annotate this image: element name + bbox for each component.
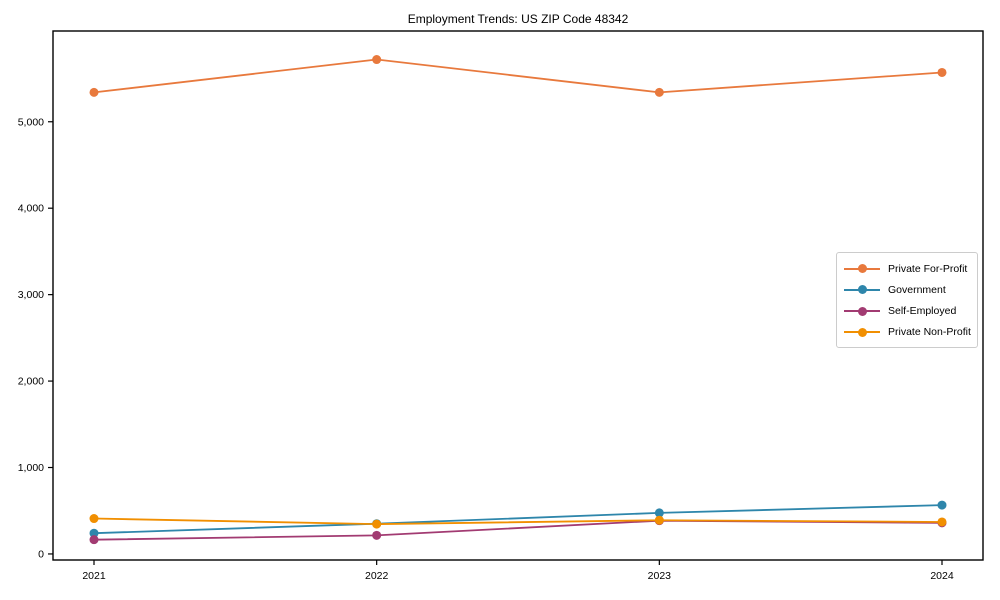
series-line-government [93, 504, 943, 535]
data-point-private-for-profit [654, 87, 664, 97]
y-axis-tick-label: 1,000 [18, 462, 44, 474]
legend-label: Private Non-Profit [888, 326, 971, 339]
data-point-private-non-profit [372, 519, 382, 529]
legend-item: Government [844, 279, 969, 300]
data-point-private-for-profit [89, 87, 99, 97]
y-axis-tick-label: 0 [38, 548, 44, 560]
legend-line-marker-icon [844, 264, 880, 274]
legend-item: Private For-Profit [844, 258, 969, 279]
data-point-private-non-profit [937, 517, 947, 527]
legend-line-marker-icon [844, 285, 880, 295]
legend-line-marker-icon [844, 327, 880, 337]
chart-legend: Private For-Profit Government Self-Employe… [836, 252, 978, 348]
data-point-government [654, 508, 664, 518]
data-point-private-for-profit [372, 55, 382, 65]
data-point-government [937, 500, 947, 510]
legend-label: Government [888, 283, 946, 296]
data-point-private-for-profit [937, 67, 947, 77]
x-axis-tick-label: 2023 [648, 570, 672, 582]
y-axis-tick-label: 4,000 [18, 203, 44, 215]
series-line-self-employed [93, 519, 943, 541]
data-point-private-non-profit [89, 514, 99, 524]
y-axis-tick-label: 5,000 [18, 116, 44, 128]
data-point-private-non-profit [654, 515, 664, 525]
data-point-government [89, 528, 99, 538]
x-axis-tick-label: 2022 [365, 570, 389, 582]
data-point-self-employed [372, 530, 382, 540]
legend-label: Self-Employed [888, 305, 957, 318]
y-axis-tick-label: 2,000 [18, 376, 44, 388]
legend-item: Private Non-Profit [844, 322, 971, 343]
y-axis-tick-label: 3,000 [18, 289, 44, 301]
x-axis-tick-label: 2021 [82, 570, 106, 582]
x-axis-tick-label: 2024 [930, 570, 954, 582]
chart-title: Employment Trends: US ZIP Code 48342 [407, 12, 629, 26]
legend-label: Private For-Profit [888, 262, 968, 275]
legend-line-marker-icon [844, 306, 880, 316]
series-line-private-non-profit [93, 517, 943, 526]
plot-frame [52, 30, 984, 561]
series-line-private-for-profit [93, 58, 943, 94]
data-point-self-employed [89, 535, 99, 545]
legend-item: Self-Employed [844, 301, 969, 322]
